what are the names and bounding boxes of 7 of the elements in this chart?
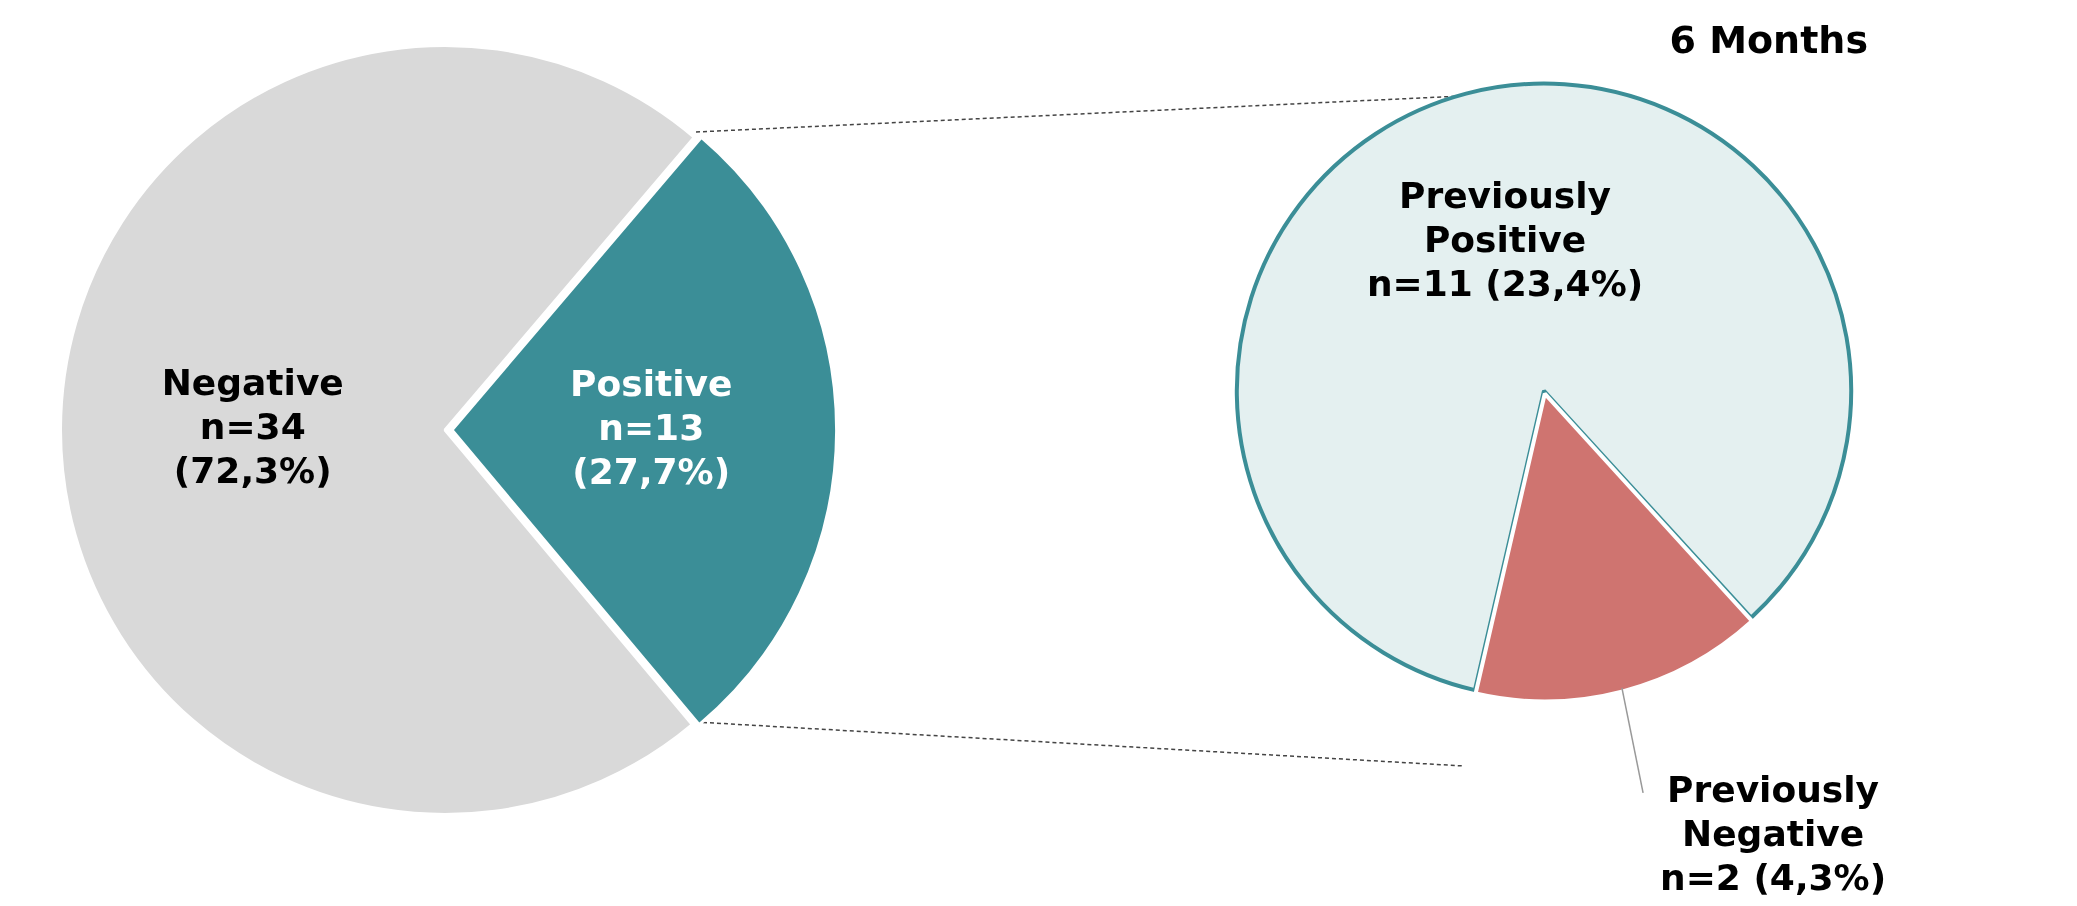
data-label: n=34 (72,3%) bbox=[173, 405, 332, 491]
data-label: n=11 (23,4%) bbox=[1366, 262, 1644, 304]
chart-title: 6 Months bbox=[1669, 17, 1868, 62]
data-label: n=13 (27,7%) bbox=[572, 407, 731, 493]
slice-label: Negative bbox=[161, 361, 344, 403]
slice-label: Positive bbox=[570, 363, 733, 405]
data-label: n=2 (4,3%) bbox=[1660, 857, 1887, 899]
